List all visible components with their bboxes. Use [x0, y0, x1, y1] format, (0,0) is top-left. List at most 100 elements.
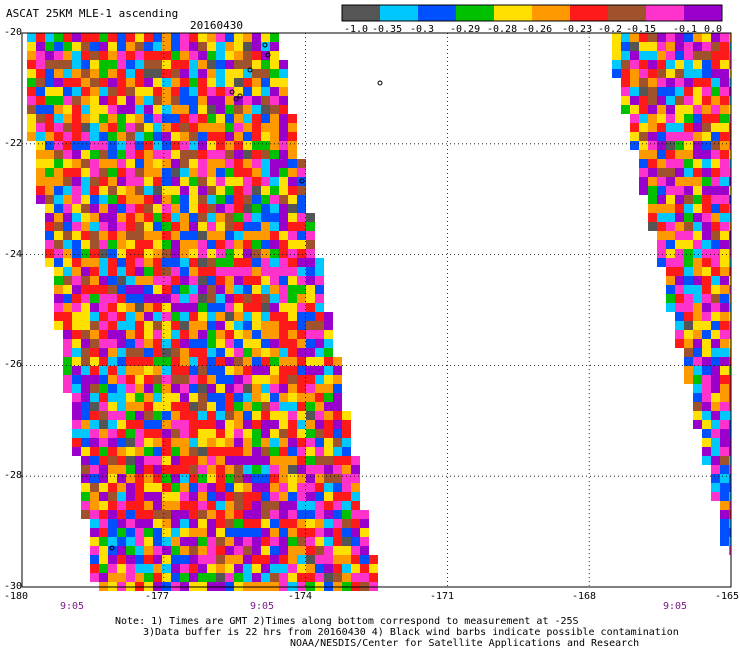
swath-cell: [216, 438, 225, 447]
swath-cell: [27, 33, 36, 42]
swath-cell: [126, 231, 135, 240]
swath-cell: [171, 348, 180, 357]
swath-cell: [117, 177, 126, 186]
swath-cell: [252, 276, 261, 285]
swath-cell: [243, 51, 252, 60]
swath-cell: [171, 429, 180, 438]
swath-cell: [126, 195, 135, 204]
swath-cell: [729, 501, 731, 510]
swath-cell: [117, 312, 126, 321]
swath-cell: [648, 204, 657, 213]
swath-cell: [666, 258, 675, 267]
swath-cell: [261, 555, 270, 564]
swath-cell: [198, 249, 207, 258]
swath-cell: [720, 267, 729, 276]
swath-cell: [45, 132, 54, 141]
swath-cell: [639, 87, 648, 96]
swath-cell: [180, 564, 189, 573]
swath-cell: [684, 60, 693, 69]
swath-cell: [252, 240, 261, 249]
swath-cell: [693, 285, 702, 294]
swath-cell: [234, 555, 243, 564]
swath-cell: [72, 303, 81, 312]
swath-cell: [90, 519, 99, 528]
swath-cell: [351, 474, 360, 483]
swath-cell: [99, 555, 108, 564]
swath-cell: [72, 96, 81, 105]
swath-cell: [261, 231, 270, 240]
swath-cell: [225, 411, 234, 420]
swath-cell: [297, 222, 306, 231]
swath-cell: [207, 375, 216, 384]
swath-cell: [270, 573, 279, 582]
swath-cell: [729, 384, 731, 393]
swath-cell: [90, 366, 99, 375]
swath-cell: [198, 87, 207, 96]
swath-cell: [45, 87, 54, 96]
swath-cell: [90, 69, 99, 78]
swath-cell: [243, 132, 252, 141]
swath-cell: [99, 294, 108, 303]
swath-cell: [711, 105, 720, 114]
swath-cell: [54, 258, 63, 267]
swath-cell: [702, 60, 711, 69]
swath-cell: [27, 60, 36, 69]
swath-cell: [252, 303, 261, 312]
swath-cell: [261, 186, 270, 195]
swath-cell: [261, 546, 270, 555]
swath-cell: [198, 312, 207, 321]
swath-cell: [198, 222, 207, 231]
swath-cell: [693, 195, 702, 204]
swath-cell: [117, 195, 126, 204]
swath-cell: [54, 96, 63, 105]
swath-cell: [351, 555, 360, 564]
swath-cell: [162, 447, 171, 456]
swath-cell: [207, 240, 216, 249]
swath-cell: [171, 195, 180, 204]
swath-cell: [243, 213, 252, 222]
swath-cell: [63, 105, 72, 114]
swath-cell: [162, 330, 171, 339]
swath-cell: [144, 339, 153, 348]
swath-cell: [63, 177, 72, 186]
swath-cell: [720, 240, 729, 249]
swath-cell: [306, 456, 315, 465]
swath-cell: [171, 132, 180, 141]
swath-cell: [693, 348, 702, 357]
swath-cell: [225, 159, 234, 168]
swath-cell: [306, 492, 315, 501]
swath-cell: [72, 141, 81, 150]
swath-cell: [90, 267, 99, 276]
swath-cell: [189, 456, 198, 465]
swath-cell: [702, 231, 711, 240]
swath-cell: [342, 573, 351, 582]
swath-cell: [99, 150, 108, 159]
swath-cell: [702, 204, 711, 213]
swath-cell: [711, 204, 720, 213]
swath-cell: [270, 276, 279, 285]
swath-cell: [702, 222, 711, 231]
swath-cell: [216, 555, 225, 564]
swath-cell: [225, 474, 234, 483]
swath-cell: [126, 258, 135, 267]
swath-cell: [297, 429, 306, 438]
swath-cell: [315, 303, 324, 312]
swath-cell: [720, 456, 729, 465]
swath-cell: [252, 168, 261, 177]
swath-cell: [81, 213, 90, 222]
swath-cell: [315, 267, 324, 276]
swath-cell: [180, 123, 189, 132]
swath-cell: [666, 141, 675, 150]
swath-cell: [243, 303, 252, 312]
swath-cell: [90, 240, 99, 249]
swath-cell: [288, 384, 297, 393]
swath-cell: [207, 150, 216, 159]
swath-cell: [27, 114, 36, 123]
swath-cell: [189, 222, 198, 231]
swath-cell: [171, 366, 180, 375]
swath-cell: [90, 168, 99, 177]
swath-cell: [54, 321, 63, 330]
swath-cell: [189, 537, 198, 546]
swath-cell: [180, 483, 189, 492]
swath-cell: [297, 438, 306, 447]
